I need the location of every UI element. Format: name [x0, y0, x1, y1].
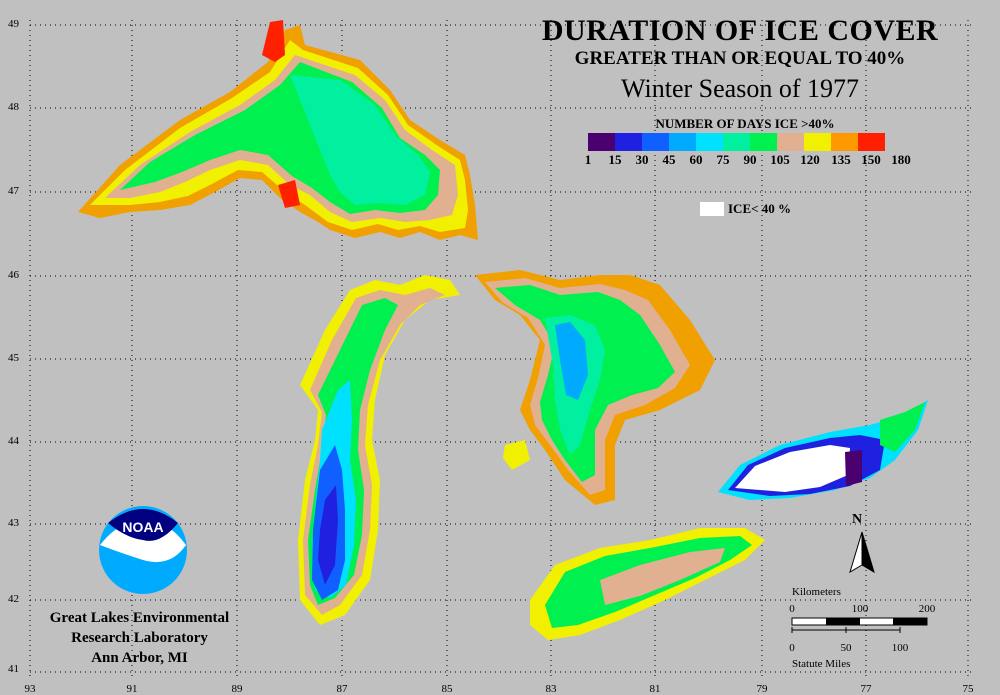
north-label: N — [852, 512, 863, 527]
lon-label: 81 — [649, 683, 661, 695]
legend-swatch — [831, 133, 858, 151]
lab-credit: Great Lakes Environmental Research Labor… — [22, 608, 257, 668]
lat-label: 42 — [8, 593, 19, 605]
lab-line-1: Great Lakes Environmental — [49, 610, 230, 626]
lat-label: 44 — [8, 435, 19, 447]
legend-swatch — [696, 133, 723, 151]
lon-label: 93 — [24, 683, 36, 695]
scale-mi-tick: 50 — [840, 642, 852, 654]
legend-tick: 15 — [608, 152, 622, 167]
lon-label: 79 — [756, 683, 768, 695]
noaa-logo-text: NOAA — [122, 519, 163, 535]
scale-mi-tick: 100 — [891, 642, 909, 654]
scale-km-tick: 200 — [918, 603, 936, 615]
legend-tick: 90 — [743, 152, 757, 167]
lake-michigan — [298, 275, 460, 625]
scale-km-tick: 100 — [851, 603, 869, 615]
map-title-block: DURATION OF ICE COVER GREATER THAN OR EQ… — [500, 14, 980, 106]
lat-label: 47 — [8, 185, 19, 197]
north-arrow-icon — [849, 531, 875, 574]
lake-superior — [78, 20, 478, 240]
legend-tick: 30 — [635, 152, 649, 167]
legend-tick: 75 — [716, 152, 730, 167]
map-season: Winter Season of 1977 — [621, 74, 859, 103]
lon-label: 87 — [336, 683, 348, 695]
lake-erie — [530, 528, 765, 640]
lat-label: 49 — [8, 18, 19, 30]
lon-label: 91 — [126, 683, 138, 695]
legend-ticks: 1 15 30 45 60 75 90 105 120 135 150 180 — [575, 152, 945, 168]
legend-swatch — [777, 133, 804, 151]
lake-ontario — [718, 400, 928, 500]
legend-swatch — [858, 133, 885, 151]
legend-color-bar — [588, 133, 885, 151]
lat-label: 45 — [8, 352, 19, 364]
lon-label: 75 — [962, 683, 974, 695]
legend-tick: 1 — [584, 152, 592, 167]
lon-label: 85 — [441, 683, 453, 695]
ice-key: ICE< 40 % — [700, 201, 791, 217]
legend-tick: 105 — [770, 152, 790, 167]
legend-tick: 45 — [662, 152, 676, 167]
lon-label: 77 — [860, 683, 872, 695]
legend-swatch — [723, 133, 750, 151]
lon-label: 83 — [545, 683, 557, 695]
lat-label: 46 — [8, 269, 19, 281]
scale-km-label: Kilometers — [792, 586, 841, 598]
scale-km-tick: 0 — [789, 603, 795, 615]
lake-huron — [475, 270, 715, 505]
legend-tick: 150 — [861, 152, 881, 167]
lat-label: 43 — [8, 517, 19, 529]
lon-label: 89 — [231, 683, 243, 695]
ice-swatch — [700, 202, 724, 216]
scale-mi-tick: 0 — [789, 642, 795, 654]
scale-bar — [791, 617, 928, 633]
legend-tick: 180 — [891, 152, 911, 167]
legend-swatch — [804, 133, 831, 151]
legend-swatch — [588, 133, 615, 151]
scale-mi-label: Statute Miles — [792, 658, 851, 670]
legend-heading: NUMBER OF DAYS ICE >40% — [655, 116, 835, 131]
noaa-logo: NOAA — [99, 506, 187, 594]
legend-tick: 120 — [800, 152, 820, 167]
legend-tick: 60 — [689, 152, 703, 167]
legend-tick: 135 — [831, 152, 851, 167]
legend-swatch — [615, 133, 642, 151]
map-subtitle: GREATER THAN OR EQUAL TO 40% — [574, 48, 906, 69]
lat-label: 41 — [8, 663, 19, 675]
legend-swatch — [642, 133, 669, 151]
legend-swatch — [669, 133, 696, 151]
lab-line-2: Research Laboratory — [71, 630, 208, 646]
lat-label: 48 — [8, 101, 19, 113]
legend-swatch — [750, 133, 777, 151]
ice-label: ICE< 40 % — [728, 201, 792, 216]
map-title: DURATION OF ICE COVER — [541, 14, 939, 47]
lab-line-3: Ann Arbor, MI — [91, 650, 188, 666]
